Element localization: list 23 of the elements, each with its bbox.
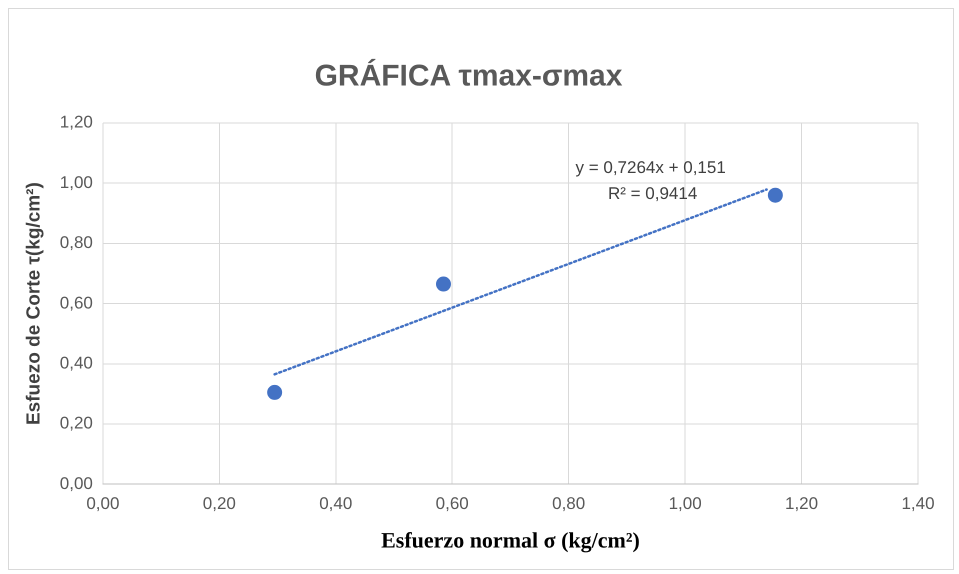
x-tick-label: 0,40 — [319, 494, 352, 514]
x-tick-label: 0,00 — [86, 494, 120, 514]
x-tick-label: 1,00 — [668, 494, 702, 514]
point — [267, 384, 282, 400]
x-tick-label: 1,40 — [901, 494, 935, 514]
y-tick-label: 1,20 — [60, 112, 93, 132]
y-tick-label: 0,20 — [60, 414, 93, 433]
y-tick-label: 0,00 — [60, 474, 93, 493]
point — [768, 188, 783, 203]
y-tick-label: 0,40 — [60, 353, 93, 372]
x-tick-label: 1,20 — [785, 494, 818, 514]
x-tick-label: 0,60 — [436, 494, 469, 514]
y-tick-label: 0,80 — [60, 233, 93, 252]
annotation: y = 0,7264x + 0,151 — [575, 158, 726, 177]
x-tick-label: 0,20 — [202, 494, 236, 514]
point — [436, 276, 451, 292]
x-tick-label: 0,80 — [552, 494, 586, 514]
chart-title: GRÁFICA τmax-σmax — [314, 58, 623, 92]
y-tick-label: 0,60 — [60, 293, 93, 312]
annotation: R² = 0,9414 — [608, 184, 698, 203]
y-axis-title: Esfuezo de Corte τ(kg/cm²) — [24, 182, 45, 426]
x-axis-title: Esfuerzo normal σ (kg/cm²) — [381, 527, 640, 552]
y-tick-label: 1,00 — [60, 172, 93, 192]
